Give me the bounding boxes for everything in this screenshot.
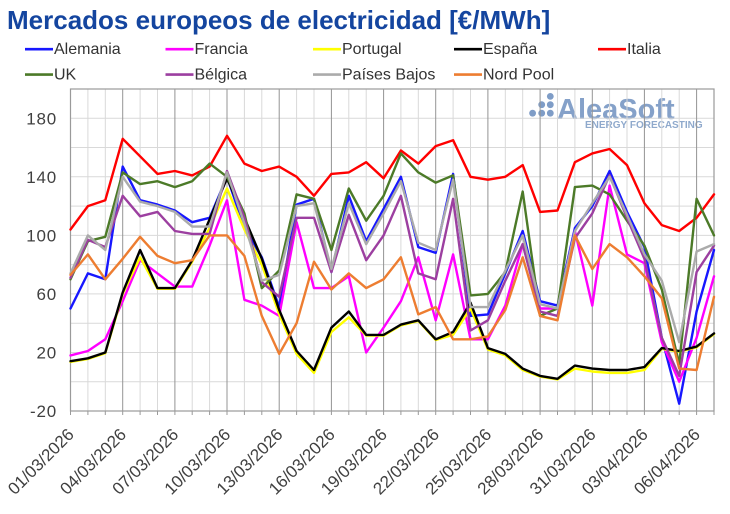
svg-text:Italia: Italia [627,41,661,58]
svg-text:Países Bajos: Países Bajos [342,67,435,84]
svg-text:20: 20 [36,344,57,363]
svg-text:UK: UK [54,67,77,84]
svg-text:-20: -20 [30,402,57,421]
svg-text:60: 60 [36,285,57,304]
svg-text:Nord Pool: Nord Pool [483,67,554,84]
svg-text:Portugal: Portugal [342,41,402,58]
svg-text:Francia: Francia [195,41,248,58]
svg-text:Bélgica: Bélgica [195,67,248,84]
svg-text:180: 180 [26,109,57,128]
svg-text:100: 100 [26,226,57,245]
svg-text:Alemania: Alemania [54,41,121,58]
svg-text:Mercados europeos de electrici: Mercados europeos de electricidad [€/MWh… [7,5,550,35]
svg-text:AleaSoft: AleaSoft [557,94,675,126]
svg-text:España: España [483,41,537,58]
svg-text:140: 140 [26,168,57,187]
